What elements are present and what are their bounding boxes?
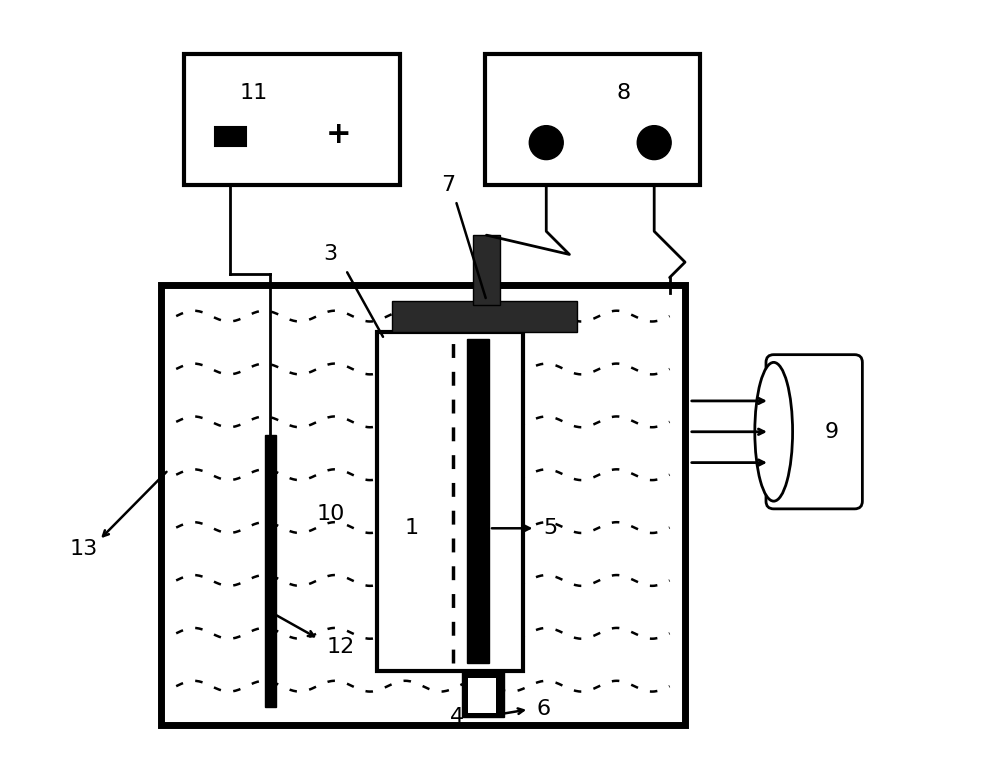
Text: 10: 10: [316, 503, 345, 524]
Bar: [215, 127, 246, 146]
Text: 7: 7: [441, 175, 455, 195]
Circle shape: [637, 126, 671, 160]
Bar: [377, 332, 523, 671]
Bar: [184, 54, 400, 185]
Bar: [467, 339, 489, 663]
Text: 6: 6: [537, 699, 551, 719]
Bar: [467, 339, 489, 663]
Text: 5: 5: [543, 518, 557, 538]
Bar: [468, 678, 496, 713]
Bar: [265, 435, 276, 707]
Text: +: +: [325, 120, 351, 150]
Bar: [462, 671, 504, 717]
Text: 11: 11: [239, 82, 267, 103]
Bar: [473, 235, 500, 305]
Text: 4: 4: [450, 707, 464, 727]
Bar: [392, 301, 577, 332]
Bar: [161, 285, 685, 725]
FancyBboxPatch shape: [766, 355, 862, 509]
Text: 3: 3: [323, 244, 337, 264]
Text: 9: 9: [824, 422, 839, 442]
Bar: [485, 54, 700, 185]
Text: 1: 1: [404, 518, 418, 538]
Text: 8: 8: [616, 82, 630, 103]
Circle shape: [529, 126, 563, 160]
Text: 13: 13: [70, 539, 98, 559]
Ellipse shape: [755, 362, 793, 501]
Text: 12: 12: [327, 637, 355, 657]
